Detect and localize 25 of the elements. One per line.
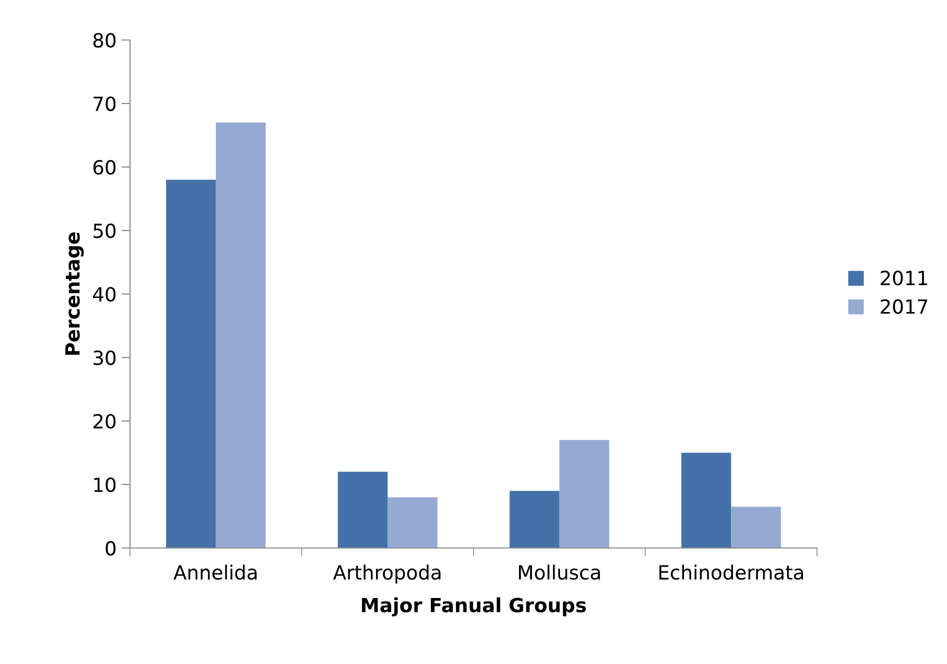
- bar: [681, 452, 732, 548]
- y-tick-label: 80: [93, 32, 116, 48]
- y-tick-label: 40: [93, 286, 116, 302]
- bar: [388, 497, 438, 548]
- x-tick-label: Annelida: [174, 564, 257, 580]
- y-tick-label: 50: [94, 223, 116, 238]
- x-tick-label: Mollusca: [519, 564, 600, 580]
- bar: [338, 472, 388, 548]
- y-tick-label: 0: [106, 540, 116, 556]
- y-tick-label: 20: [93, 414, 116, 429]
- x-tick-label: Arthropoda: [333, 564, 440, 584]
- y-tick-label: 60: [93, 160, 116, 175]
- bar: [166, 180, 216, 548]
- y-tick-label: 10: [94, 477, 116, 492]
- y-tick-label: 70: [94, 96, 116, 112]
- legend-label: 2017: [880, 299, 928, 314]
- y-axis-title: Percentage: [65, 232, 84, 355]
- bar: [216, 122, 266, 548]
- bar: [731, 506, 781, 548]
- y-tick-label: 30: [94, 350, 116, 366]
- x-tick-label: Echinodermata: [659, 564, 803, 580]
- bar: [510, 490, 560, 548]
- legend-label: 2011: [880, 270, 928, 286]
- bar: [559, 440, 610, 548]
- x-axis-title: Major Fanual Groups: [362, 597, 586, 616]
